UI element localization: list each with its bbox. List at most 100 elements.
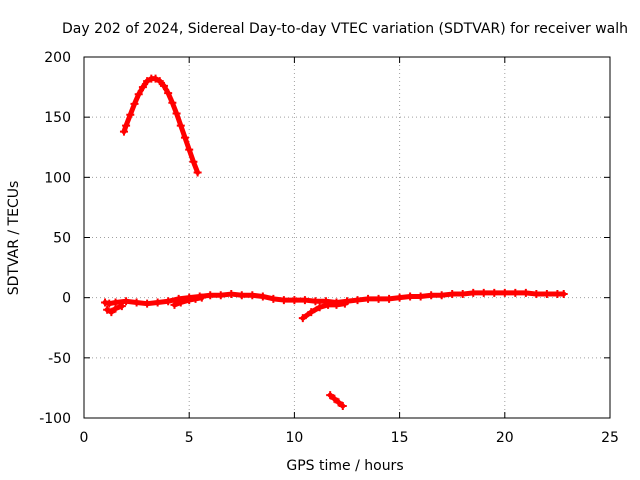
x-tick-label: 25 (601, 430, 619, 446)
x-tick-label: 20 (496, 430, 514, 446)
data-point (227, 290, 236, 299)
data-point (168, 98, 177, 107)
series-trace (104, 303, 125, 315)
data-point (151, 74, 160, 83)
series-trace (102, 290, 567, 307)
data-point (338, 401, 347, 410)
data-point (298, 314, 307, 323)
y-tick-label: 200 (44, 50, 71, 66)
data-point (138, 83, 147, 92)
data-point (490, 288, 499, 297)
data-point (134, 90, 143, 99)
data-point (117, 302, 126, 311)
data-point (374, 294, 383, 303)
data-point (532, 290, 541, 299)
data-point (132, 298, 141, 307)
data-point (101, 298, 110, 307)
data-point (206, 291, 215, 300)
data-point (143, 77, 152, 86)
data-point (155, 77, 164, 86)
data-point (364, 294, 373, 303)
data-point (406, 292, 415, 301)
data-point (237, 291, 246, 300)
data-point (122, 121, 131, 130)
data-point (458, 290, 467, 299)
data-point (330, 394, 339, 403)
y-tick-label: 150 (44, 110, 71, 126)
data-point (176, 298, 185, 307)
x-tick-label: 10 (285, 430, 303, 446)
data-point (559, 290, 568, 299)
y-tick-label: -50 (48, 351, 71, 367)
data-point (180, 133, 189, 142)
series-trace (327, 392, 346, 409)
axis-ticks: 0 5 10 15 20 25 -100 -50 0 50 100 150 200 (39, 50, 619, 446)
data-point (191, 294, 200, 303)
data-point (119, 127, 128, 136)
data-point (326, 391, 335, 400)
data-point (197, 293, 206, 302)
data-point (216, 291, 225, 300)
data-point (159, 81, 168, 90)
x-tick-label: 0 (80, 430, 89, 446)
data-point (427, 291, 436, 300)
data-point (300, 296, 309, 305)
data-point (479, 288, 488, 297)
y-axis-label: SDTVAR / TECUs (6, 181, 22, 296)
series-baseline (101, 288, 568, 308)
data-point (164, 89, 173, 98)
data-point (170, 300, 179, 309)
data-point (448, 290, 457, 299)
series-branch-0430 (170, 293, 206, 309)
data-point (307, 308, 316, 317)
data-point (385, 294, 394, 303)
data-point (279, 296, 288, 305)
grid-lines (84, 57, 610, 418)
data-point (172, 109, 181, 118)
data-point (185, 145, 194, 154)
data-point (111, 304, 120, 313)
data-point (193, 168, 202, 177)
data-point (500, 288, 509, 297)
data-point (126, 110, 135, 119)
series-branch-1030 (298, 299, 349, 323)
data-point (105, 299, 114, 308)
series-arc-high (119, 74, 202, 177)
y-tick-label: 100 (44, 170, 71, 186)
data-point (511, 288, 520, 297)
chart-title: Day 202 of 2024, Sidereal Day-to-day VTE… (62, 21, 628, 37)
data-point (395, 293, 404, 302)
data-point (521, 288, 530, 297)
series-segment-low (326, 391, 347, 410)
data-point (469, 288, 478, 297)
data-point (269, 294, 278, 303)
data-point (143, 299, 152, 308)
data-point (185, 296, 194, 305)
data-point (107, 308, 116, 317)
y-tick-label: -100 (39, 411, 71, 427)
x-tick-label: 15 (391, 430, 409, 446)
data-point (189, 157, 198, 166)
data-point (340, 299, 349, 308)
y-tick-label: 0 (62, 291, 71, 307)
data-point (103, 305, 112, 314)
x-axis-label: GPS time / hours (286, 458, 403, 474)
data-point (353, 296, 362, 305)
data-point (248, 291, 257, 300)
data-point (176, 121, 185, 130)
data-points (101, 74, 568, 410)
data-point (164, 297, 173, 306)
series-dip-start (103, 302, 126, 317)
data-point (315, 303, 324, 312)
data-point (542, 290, 551, 299)
data-point (332, 300, 341, 309)
data-point (122, 297, 131, 306)
data-point (258, 292, 267, 301)
x-tick-label: 5 (185, 430, 194, 446)
data-point (437, 291, 446, 300)
data-point (324, 300, 333, 309)
data-point (290, 296, 299, 305)
data-point (416, 292, 425, 301)
